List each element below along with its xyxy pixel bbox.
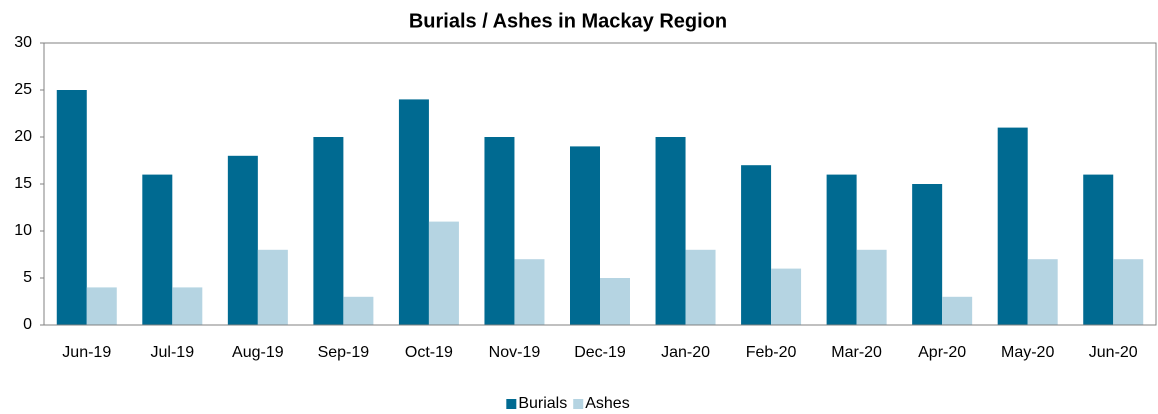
bar [856,249,887,325]
bar [398,99,429,326]
bar [997,127,1028,325]
y-tick-label: 5 [23,269,32,286]
x-tick-label: Apr-20 [918,344,966,361]
chart-title: Burials / Ashes in Mackay Region [409,10,727,32]
bar [655,137,686,325]
plot-border [43,42,1157,326]
x-tick-label: Jan-20 [661,344,710,361]
bar [912,184,943,325]
x-tick-label: Jun-20 [1089,344,1138,361]
bar [942,296,973,325]
bar [826,174,857,325]
bar [570,146,600,325]
x-tick-label: Jun-19 [62,344,111,361]
bar [172,287,203,325]
bar [771,268,802,325]
x-tick-label: Mar-20 [831,344,882,361]
x-tick-label: Jul-19 [151,344,195,361]
bar [257,249,288,325]
x-tick-label: Nov-19 [489,344,541,361]
y-tick-label: 30 [14,34,32,51]
bar [741,165,772,325]
x-tick-label: Oct-19 [405,344,453,361]
x-tick-label: Feb-20 [746,344,797,361]
bar [56,90,87,325]
bar [685,249,716,325]
bar [227,155,258,325]
legend-label: Ashes [585,395,629,412]
bar [142,174,173,325]
bar [1083,174,1114,325]
x-tick-label: Dec-19 [574,344,626,361]
bar [343,296,374,325]
y-tick-label: 15 [14,175,32,192]
legend-swatch [573,399,584,409]
bar [1027,259,1058,325]
y-tick-label: 25 [14,81,32,98]
bar [313,137,344,325]
legend-swatch [506,399,517,409]
bar [86,287,117,325]
x-tick-label: May-20 [1001,344,1054,361]
bar [428,221,459,325]
x-tick-label: Aug-19 [232,344,284,361]
y-tick-label: 20 [14,128,32,145]
y-tick-label: 10 [14,222,32,239]
bar [600,278,630,325]
legend-label: Burials [518,395,567,412]
bar [484,137,515,325]
bar [1113,259,1144,325]
x-tick-label: Sep-19 [318,344,370,361]
bar [514,259,545,325]
y-tick-label: 0 [23,316,32,333]
